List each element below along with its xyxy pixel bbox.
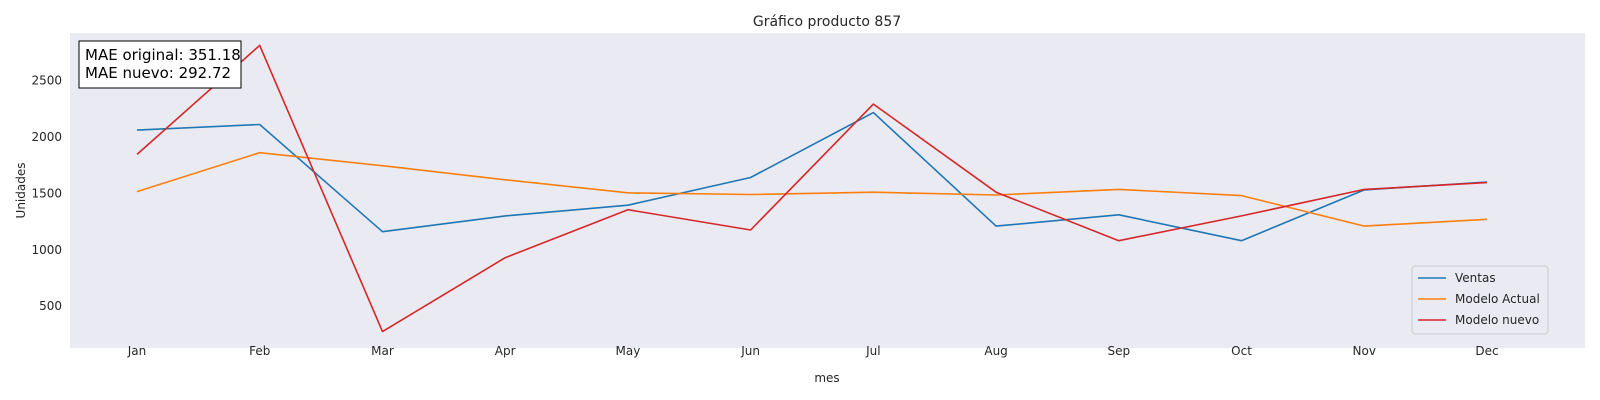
x-axis-label: mes [814,371,839,385]
x-tick-label: May [616,344,641,358]
chart-title: Gráfico producto 857 [753,14,901,30]
x-tick-label: Jul [865,344,880,358]
y-tick-label: 2000 [31,130,62,144]
x-tick-label: Aug [984,344,1007,358]
legend-label-3: Modelo nuevo [1455,313,1539,327]
x-tick-label: Dec [1475,344,1498,358]
y-tick-label: 1500 [31,186,62,200]
y-tick-label: 1000 [31,243,62,257]
y-ticks: 500 1000 1500 2000 2500 [31,73,62,313]
annotation-frame [78,40,242,89]
x-tick-label: Nov [1353,344,1376,358]
x-tick-label: Jan [127,344,147,358]
y-tick-label: 2500 [31,73,62,87]
annotation-line-2: MAE nuevo: 292.72 [85,64,231,82]
annotation-line-1: MAE original: 351.18 [85,46,241,64]
legend-label-1: Ventas [1455,271,1496,285]
series-line-1 [136,111,1488,242]
legend-label-2: Modelo Actual [1455,292,1540,306]
x-tick-label: Jun [740,344,760,358]
legend: Ventas Modelo Actual Modelo nuevo [1411,265,1549,335]
series-lines [136,44,1488,333]
x-tick-label: Oct [1231,344,1252,358]
x-tick-label: Mar [371,344,394,358]
series-line-3 [136,44,1488,333]
legend-frame [1411,265,1549,335]
y-axis-label: Unidades [14,163,28,219]
x-tick-label: Sep [1108,344,1131,358]
x-tick-label: Apr [495,344,516,358]
series-line-2 [136,151,1488,227]
annotation-box: MAE original: 351.18 MAE nuevo: 292.72 [78,40,242,89]
x-tick-label: Feb [249,344,270,358]
y-tick-label: 500 [39,299,62,313]
x-ticks: Jan Feb Mar Apr May Jun Jul Aug Sep Oct Nov Dec [127,344,1499,358]
